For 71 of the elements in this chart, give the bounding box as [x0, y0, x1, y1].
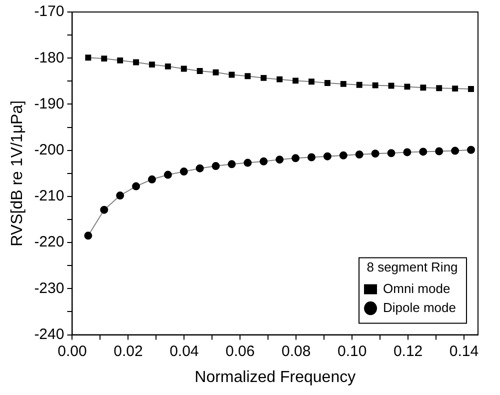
point [180, 168, 188, 176]
x-axis-title: Normalized Frequency [194, 368, 356, 386]
x-tick-label: 0.14 [449, 342, 479, 360]
point [355, 150, 364, 158]
point [420, 84, 426, 91]
x-tick-label: 0.08 [282, 342, 311, 360]
y-tick-label: -230 [34, 280, 64, 297]
y-tick-label: -200 [34, 141, 64, 158]
point [228, 160, 236, 168]
y-tick-label: -240 [34, 326, 64, 343]
point [260, 74, 267, 81]
y-tick-label: -180 [34, 49, 64, 66]
point [101, 56, 108, 62]
point [84, 232, 92, 240]
y-tick-label: -190 [34, 95, 64, 112]
point [371, 150, 380, 158]
x-tick-label: 0.06 [226, 342, 255, 360]
point [467, 146, 476, 154]
point [212, 162, 220, 170]
point [196, 164, 204, 172]
x-tick-label: 0.04 [170, 342, 199, 360]
point [436, 85, 442, 92]
point [85, 54, 92, 61]
point [149, 62, 155, 68]
point [164, 63, 171, 70]
point [451, 146, 460, 155]
point [212, 69, 219, 76]
point [323, 152, 332, 160]
point [100, 206, 108, 214]
point [228, 72, 235, 78]
y-axis-title: RVS[dB re 1V/1μPa] [9, 100, 26, 246]
point [276, 76, 283, 82]
point [356, 82, 362, 88]
y-tick-label: -210 [34, 188, 64, 205]
point [468, 86, 474, 92]
y-tick-label: -170 [34, 3, 64, 20]
point [308, 78, 314, 85]
point [435, 147, 444, 156]
point [148, 175, 156, 184]
point [404, 84, 410, 90]
x-tick-label: 0.02 [114, 342, 143, 360]
point [260, 157, 268, 166]
point [388, 82, 394, 89]
point [292, 78, 299, 84]
point [452, 86, 458, 92]
point [116, 192, 124, 200]
point [196, 68, 203, 74]
point [419, 148, 428, 156]
point [387, 149, 396, 158]
x-tick-label: 0.00 [58, 342, 87, 360]
point [292, 154, 300, 162]
point [244, 73, 251, 80]
legend-label: Omni mode [383, 280, 450, 296]
point [307, 153, 316, 162]
point [180, 66, 187, 72]
point [276, 156, 284, 164]
legend-label: Dipole mode [383, 300, 456, 315]
point [132, 182, 140, 190]
point [117, 57, 124, 64]
y-tick-label: -220 [34, 234, 64, 251]
point [244, 158, 252, 167]
point [164, 170, 172, 179]
point [340, 80, 346, 87]
point [403, 148, 412, 156]
point [133, 59, 139, 66]
point [339, 151, 348, 160]
x-tick-label: 0.12 [393, 342, 423, 360]
legend-title: 8 segment Ring [366, 259, 458, 274]
x-tick-label: 0.10 [337, 342, 367, 360]
point [372, 82, 378, 88]
point [324, 80, 330, 86]
